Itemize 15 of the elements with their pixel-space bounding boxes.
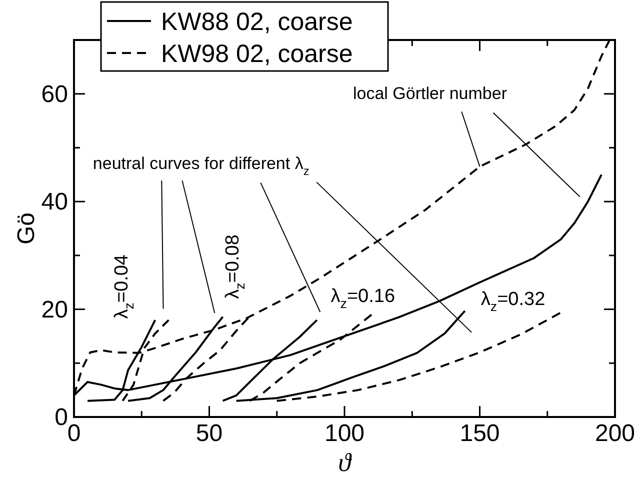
- y-axis-title: Gö: [13, 212, 40, 245]
- x-tick-label: 50: [196, 420, 223, 447]
- legend-label: KW88 02, coarse: [161, 8, 353, 36]
- x-tick-label: 150: [460, 420, 500, 447]
- x-tick-label: 100: [324, 420, 365, 447]
- y-tick-label: 60: [41, 80, 68, 108]
- legend-label: KW98 02, coarse: [161, 40, 353, 68]
- x-axis-title: ϑ: [338, 448, 352, 477]
- x-tick-label: 200: [594, 420, 636, 447]
- annotation: λ$_{z}$=0.32: [480, 289, 546, 314]
- annotation: λ$_{z}$=0.16: [330, 286, 396, 311]
- y-tick-label: 20: [41, 296, 68, 324]
- annotation: neutral curves for different λ$_{z}$: [92, 154, 310, 178]
- y-tick-label: 40: [41, 188, 68, 216]
- annotation: local Görtler number: [352, 84, 508, 104]
